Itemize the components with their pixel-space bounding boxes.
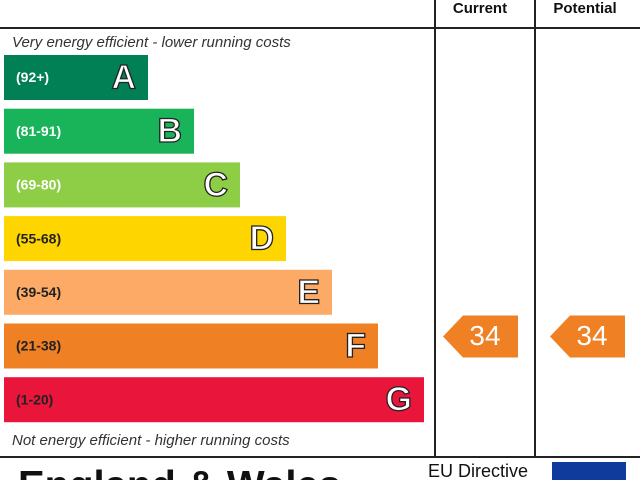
rating-arrow bbox=[550, 315, 625, 358]
directive: EU Directive bbox=[428, 461, 528, 480]
band-range: (21-38) bbox=[16, 338, 61, 354]
rating-arrow bbox=[443, 315, 518, 358]
band-letter: C bbox=[203, 166, 228, 204]
band-range: (55-68) bbox=[16, 230, 61, 246]
band-bar bbox=[4, 377, 424, 423]
band-letter: A bbox=[111, 58, 136, 96]
band-range: (69-80) bbox=[16, 177, 61, 193]
band-bar bbox=[4, 108, 194, 154]
frame bbox=[0, 0, 640, 458]
band-range: (92+) bbox=[16, 69, 49, 85]
band-bar bbox=[4, 269, 332, 315]
band-letter: F bbox=[345, 327, 366, 365]
band-letter: B bbox=[157, 112, 182, 150]
band-bar bbox=[4, 216, 286, 262]
band-range: (1-20) bbox=[16, 391, 53, 407]
band-bar bbox=[4, 162, 240, 208]
top-note: Very energy efficient - lower running co… bbox=[12, 34, 291, 51]
eu-flag bbox=[552, 462, 626, 485]
region: England & Wales bbox=[18, 464, 341, 480]
rating-value: 34 bbox=[576, 320, 607, 351]
band-bar bbox=[4, 55, 148, 100]
band-letter: D bbox=[249, 220, 274, 258]
band-letter: E bbox=[297, 273, 320, 311]
header-current: Current bbox=[453, 0, 507, 17]
bottom-note: Not energy efficient - higher running co… bbox=[12, 432, 290, 449]
rating-value: 34 bbox=[469, 320, 500, 351]
band-letter: G bbox=[386, 381, 412, 419]
header-potential: Potential bbox=[553, 0, 616, 17]
band-range: (39-54) bbox=[16, 284, 61, 300]
band-range: (81-91) bbox=[16, 123, 61, 139]
band-bar bbox=[4, 323, 378, 369]
